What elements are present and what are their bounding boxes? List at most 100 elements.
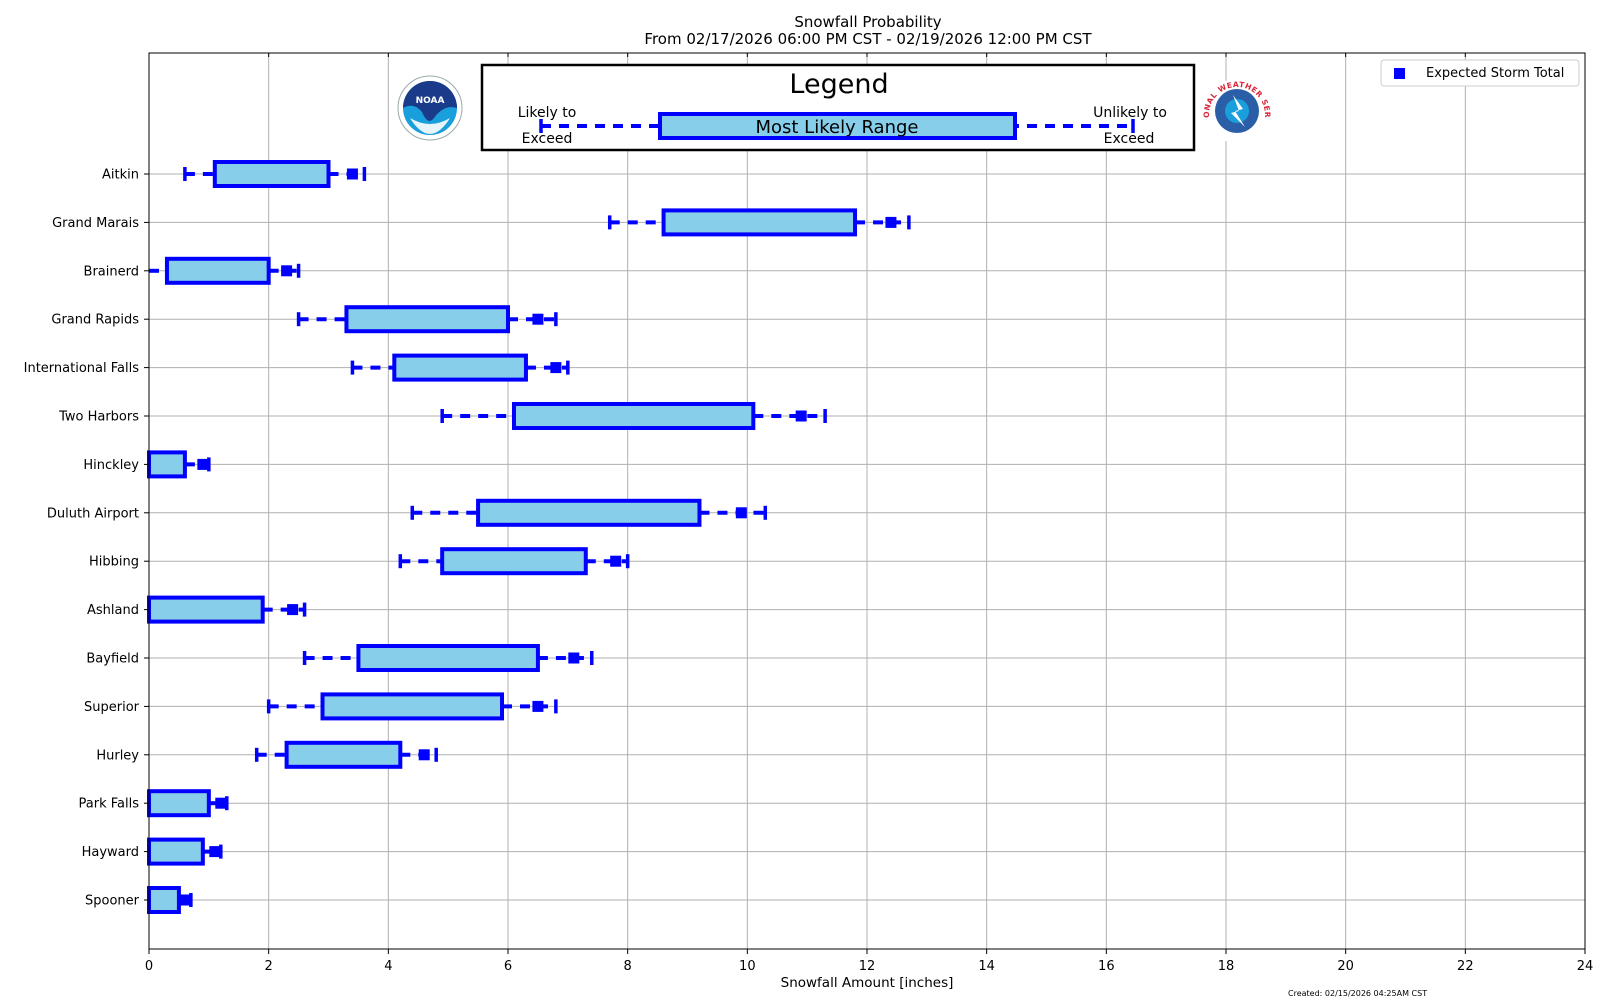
y-tick-label: Spooner	[85, 894, 140, 909]
most-likely-range-box	[284, 740, 403, 769]
most-likely-range-box	[476, 498, 702, 527]
location-box	[410, 498, 768, 527]
expected-total-marker	[735, 507, 747, 519]
nws-logo: NATIONAL WEATHER SERVICE	[1202, 79, 1272, 143]
location-box	[440, 402, 827, 430]
grid-lines	[149, 53, 1585, 949]
y-tick-label: Grand Rapids	[51, 313, 139, 328]
y-tick-label: Duluth Airport	[47, 506, 139, 521]
most-likely-range-box	[147, 595, 265, 624]
chart-subtitle: From 02/17/2026 06:00 PM CST - 02/19/202…	[644, 30, 1092, 48]
location-box	[254, 740, 438, 769]
expected-total-marker	[197, 458, 209, 470]
y-tick-label: Grand Marais	[52, 216, 139, 231]
expected-total-marker	[568, 652, 580, 664]
box-plot-marks	[147, 160, 911, 914]
x-tick-label: 16	[1098, 959, 1115, 974]
most-likely-range-box	[212, 160, 331, 188]
most-likely-range-box	[164, 256, 271, 285]
x-tick-label: 6	[504, 959, 512, 974]
x-tick-label: 24	[1577, 959, 1594, 974]
plot-frame	[148, 52, 1586, 950]
location-box	[147, 595, 307, 624]
y-tick-label: International Falls	[24, 361, 140, 376]
legend-range-label: Most Likely Range	[755, 117, 918, 138]
most-likely-range-box	[147, 450, 187, 479]
most-likely-range-box	[661, 208, 858, 237]
location-box	[147, 886, 193, 914]
legend-right-label-1: Unlikely to	[1093, 105, 1167, 121]
expected-total-marker	[532, 700, 544, 712]
expected-total-legend-label: Expected Storm Total	[1426, 66, 1564, 81]
y-tick-label: Hibbing	[89, 555, 139, 570]
expected-total-marker	[287, 604, 299, 616]
most-likely-range-box	[511, 402, 756, 430]
legend-left-label-2: Exceed	[522, 131, 573, 147]
location-box	[350, 353, 570, 382]
location-box	[183, 160, 367, 188]
location-box	[147, 789, 229, 818]
y-tick-label: Superior	[84, 700, 140, 715]
legend-explainer: Legend Most Likely Range Likely to Excee…	[480, 63, 1196, 152]
most-likely-range-box	[356, 644, 540, 672]
expected-total-marker	[532, 313, 544, 325]
most-likely-range-box	[147, 886, 181, 914]
y-tick-label: Two Harbors	[58, 410, 139, 425]
expected-total-marker	[215, 797, 227, 809]
most-likely-range-box	[147, 837, 205, 866]
location-box	[266, 692, 558, 721]
location-box	[147, 450, 211, 479]
location-box	[296, 305, 558, 334]
most-likely-range-box	[440, 547, 588, 576]
legend-right-label-2: Exceed	[1104, 131, 1155, 147]
y-tick-label: Ashland	[87, 603, 139, 618]
expected-total-marker	[418, 749, 430, 761]
most-likely-range-box	[320, 692, 505, 721]
most-likely-range-box	[392, 353, 528, 382]
x-tick-label: 14	[978, 959, 995, 974]
x-tick-label: 18	[1218, 959, 1235, 974]
noaa-logo: NOAA	[397, 75, 463, 141]
x-tick-label: 12	[859, 959, 876, 974]
marker-legend-frame	[1380, 59, 1580, 87]
x-tick-label: 10	[739, 959, 756, 974]
y-tick-label: Hayward	[82, 845, 139, 860]
expected-total-marker	[550, 362, 562, 374]
y-tick-label: Park Falls	[79, 797, 140, 812]
expected-total-marker-swatch	[1394, 68, 1405, 79]
y-tick-label: Bayfield	[86, 652, 139, 667]
location-box	[149, 256, 301, 285]
location-box	[607, 208, 911, 237]
marker-legend: Expected Storm Total	[1380, 59, 1580, 87]
expected-total-marker	[209, 846, 221, 858]
most-likely-range-box	[147, 789, 211, 818]
expected-total-marker	[281, 265, 293, 277]
legend-range-box	[658, 112, 1017, 140]
created-footnote: Created: 02/15/2026 04:25AM CST	[1288, 989, 1427, 998]
expected-total-marker	[885, 216, 897, 228]
y-tick-label: Brainerd	[84, 264, 139, 279]
y-tick-label: Hurley	[96, 748, 139, 763]
location-box	[302, 644, 594, 672]
x-tick-label: 8	[624, 959, 632, 974]
x-tick-label: 2	[265, 959, 273, 974]
expected-total-marker	[346, 168, 358, 180]
expected-total-marker	[795, 410, 807, 422]
x-axis-label: Snowfall Amount [inches]	[781, 975, 954, 991]
legend-title: Legend	[789, 69, 888, 100]
expected-total-marker	[610, 555, 622, 567]
most-likely-range-box	[344, 305, 511, 334]
y-tick-label: Hinckley	[83, 458, 139, 473]
location-box	[398, 547, 630, 576]
noaa-logo-text: NOAA	[416, 96, 445, 106]
x-tick-label: 0	[145, 959, 153, 974]
x-tick-label: 22	[1457, 959, 1474, 974]
location-box	[147, 837, 223, 866]
y-tick-label: Aitkin	[102, 168, 139, 183]
x-tick-label: 4	[384, 959, 392, 974]
legend-left-label-1: Likely to	[518, 105, 577, 121]
chart-title: Snowfall Probability	[794, 13, 941, 31]
x-tick-label: 20	[1337, 959, 1354, 974]
